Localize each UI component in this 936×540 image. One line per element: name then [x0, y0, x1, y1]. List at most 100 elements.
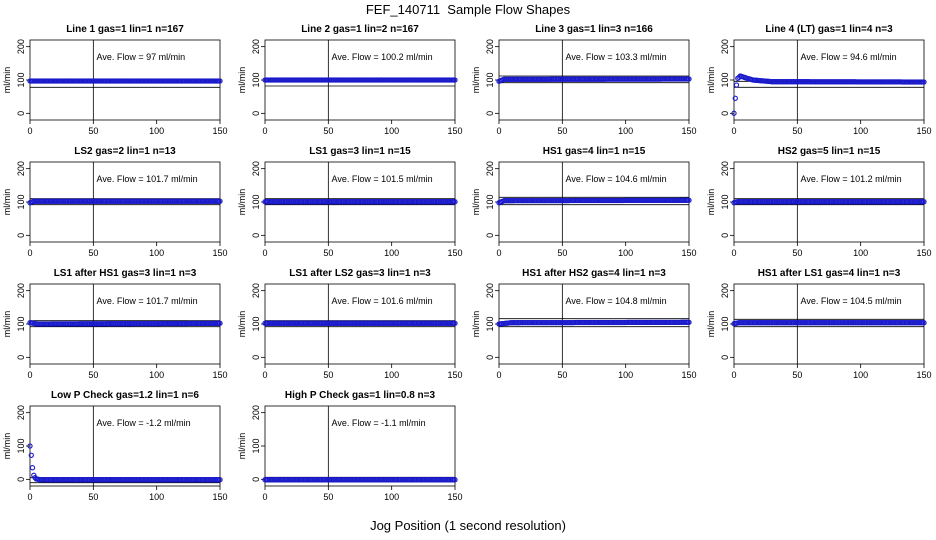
x-tick-label: 50 [88, 370, 98, 380]
data-point [452, 77, 458, 83]
data-points [496, 319, 692, 327]
x-tick-label: 100 [384, 370, 399, 380]
y-axis-label: ml/min [471, 311, 481, 338]
y-tick-label: 200 [485, 39, 495, 54]
y-tick-label: 200 [485, 283, 495, 298]
panel-title: LS1 after HS1 gas=3 lin=1 n=3 [54, 268, 197, 279]
average-flow-annotation: Ave. Flow = 103.3 ml/min [566, 52, 667, 62]
x-tick-label: 50 [792, 370, 802, 380]
data-points [496, 197, 692, 206]
y-tick-label: 0 [720, 233, 730, 238]
x-tick-label: 50 [557, 126, 567, 136]
y-axis-label: ml/min [237, 311, 247, 338]
y-tick-label: 200 [720, 161, 730, 176]
y-tick-label: 200 [251, 39, 261, 54]
panel-13: Low P Check gas=1.2 lin=1 n=6 0 100 200 ml/m… [2, 390, 228, 502]
y-tick-label: 100 [251, 316, 261, 331]
y-tick-label: 100 [485, 194, 495, 209]
panel-9: LS1 after HS1 gas=3 lin=1 n=3 0 100 200 ml/m… [2, 268, 228, 380]
x-tick-label: 150 [212, 248, 227, 258]
data-points [262, 477, 458, 483]
x-tick-label: 0 [731, 370, 736, 380]
x-tick-label: 50 [323, 248, 333, 258]
x-tick-label: 150 [447, 248, 462, 258]
y-tick-label: 200 [16, 283, 26, 298]
y-tick-label: 100 [720, 316, 730, 331]
x-tick-label: 0 [731, 126, 736, 136]
average-flow-annotation: Ave. Flow = 104.5 ml/min [801, 296, 902, 306]
data-points [731, 320, 927, 327]
x-tick-label: 0 [27, 492, 32, 502]
x-tick-label: 100 [618, 248, 633, 258]
panel-title: LS1 gas=3 lin=1 n=15 [309, 146, 411, 157]
average-flow-annotation: Ave. Flow = 104.6 ml/min [566, 174, 667, 184]
x-tick-label: 100 [384, 492, 399, 502]
x-tick-label: 150 [447, 126, 462, 136]
x-tick-label: 0 [262, 126, 267, 136]
x-tick-label: 100 [384, 126, 399, 136]
average-flow-annotation: Ave. Flow = 101.7 ml/min [97, 174, 198, 184]
y-axis-label: ml/min [2, 433, 12, 460]
y-tick-label: 100 [16, 72, 26, 87]
data-points [731, 199, 927, 206]
x-tick-label: 150 [681, 126, 696, 136]
y-tick-label: 0 [16, 233, 26, 238]
panel-title: Line 1 gas=1 lin=1 n=167 [66, 24, 184, 35]
x-tick-label: 100 [149, 370, 164, 380]
x-tick-label: 0 [496, 248, 501, 258]
x-tick-label: 100 [149, 492, 164, 502]
y-tick-label: 200 [16, 161, 26, 176]
x-tick-label: 50 [88, 126, 98, 136]
x-tick-label: 150 [681, 248, 696, 258]
data-point [28, 452, 34, 458]
panel-11: HS1 after HS2 gas=4 lin=1 n=3 0 100 200 ml/m… [471, 268, 697, 380]
panel-title: LS1 after LS2 gas=3 lin=1 n=3 [289, 268, 431, 279]
y-axis-label: ml/min [706, 189, 716, 216]
y-tick-label: 200 [251, 405, 261, 420]
data-point [921, 79, 927, 85]
y-axis-label: ml/min [237, 189, 247, 216]
data-point [217, 477, 223, 483]
panel-1: Line 1 gas=1 lin=1 n=167 0 100 200 ml/min 0 50… [2, 24, 228, 136]
data-point [452, 320, 458, 326]
y-tick-label: 0 [16, 111, 26, 116]
y-tick-label: 100 [485, 72, 495, 87]
x-tick-label: 50 [792, 248, 802, 258]
average-flow-annotation: Ave. Flow = 101.7 ml/min [97, 296, 198, 306]
data-points [496, 76, 692, 84]
y-tick-label: 0 [485, 355, 495, 360]
panel-title: Line 4 (LT) gas=1 lin=4 n=3 [765, 24, 893, 35]
data-points [27, 78, 223, 84]
y-tick-label: 0 [720, 111, 730, 116]
data-points [262, 77, 458, 83]
average-flow-annotation: Ave. Flow = 94.6 ml/min [801, 52, 897, 62]
y-tick-label: 200 [720, 39, 730, 54]
x-tick-label: 150 [212, 370, 227, 380]
data-point [452, 477, 458, 483]
average-flow-annotation: Ave. Flow = -1.1 ml/min [332, 418, 426, 428]
x-tick-label: 50 [88, 492, 98, 502]
y-tick-label: 100 [251, 194, 261, 209]
y-tick-label: 200 [485, 161, 495, 176]
panel-title: Line 2 gas=1 lin=2 n=167 [301, 24, 419, 35]
data-point [452, 199, 458, 205]
panel-title: HS1 after HS2 gas=4 lin=1 n=3 [522, 268, 666, 279]
figure-title: FEF_140711 Sample Flow Shapes [365, 2, 571, 17]
x-tick-label: 50 [557, 370, 567, 380]
panel-5: LS2 gas=2 lin=1 n=13 0 100 200 ml/min 0 50 100 1… [2, 146, 228, 258]
average-flow-annotation: Ave. Flow = -1.2 ml/min [97, 418, 191, 428]
y-tick-label: 0 [251, 477, 261, 482]
data-points [27, 320, 223, 327]
y-tick-label: 0 [251, 233, 261, 238]
x-tick-label: 0 [27, 126, 32, 136]
panel-8: HS2 gas=5 lin=1 n=15 0 100 200 ml/min 0 50 100 1… [706, 146, 932, 258]
x-tick-label: 50 [323, 492, 333, 502]
average-flow-annotation: Ave. Flow = 104.8 ml/min [566, 296, 667, 306]
x-tick-label: 50 [88, 248, 98, 258]
panel-2: Line 2 gas=1 lin=2 n=167 0 100 200 ml/min 0 50… [237, 24, 463, 136]
panel-title: HS2 gas=5 lin=1 n=15 [778, 146, 881, 157]
panel-3: Line 3 gas=1 lin=3 n=166 0 100 200 ml/min 0 50… [471, 24, 697, 136]
data-point [29, 465, 36, 471]
x-tick-label: 150 [916, 370, 931, 380]
